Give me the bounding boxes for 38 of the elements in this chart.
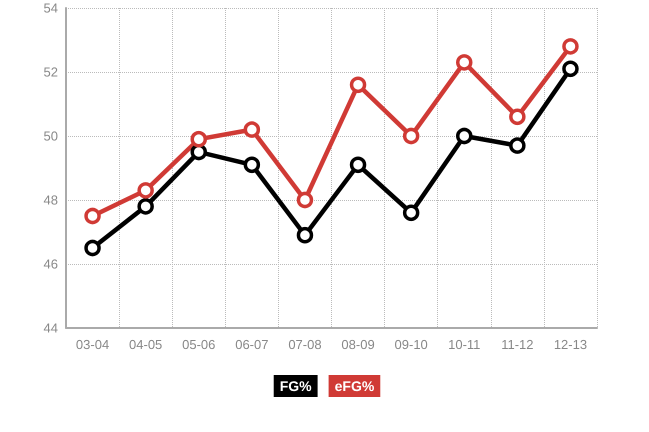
x-tick-label: 12-13	[554, 337, 588, 352]
point	[84, 240, 101, 256]
point	[244, 156, 260, 174]
point	[190, 130, 207, 148]
point	[402, 128, 420, 144]
y-tick-label: 50	[44, 128, 58, 144]
point	[402, 204, 420, 222]
y-tick-label: 48	[44, 192, 58, 208]
point	[84, 208, 101, 224]
x-tick-label: 09-10	[394, 337, 428, 352]
point	[562, 38, 579, 55]
point	[244, 121, 260, 138]
point	[562, 60, 579, 78]
point	[456, 54, 472, 71]
point	[509, 108, 526, 126]
x-tick-label: 05-06	[182, 337, 216, 352]
x-tick-label: 07-08	[288, 337, 322, 352]
y-tick-label: 46	[44, 256, 58, 272]
x-tick-label: 06-07	[235, 337, 268, 352]
text: eFG%	[334, 378, 375, 394]
point	[190, 144, 207, 160]
x-tick-label: 11-12	[501, 337, 534, 352]
point	[137, 198, 154, 215]
y-tick-label: 54	[44, 0, 58, 16]
x-tick-label: 10-11	[448, 337, 480, 352]
x-tick-label: 04-05	[129, 337, 162, 352]
y-tick-label: 44	[44, 320, 58, 336]
point	[456, 128, 472, 144]
point	[296, 226, 314, 244]
point	[137, 182, 154, 199]
point	[509, 137, 526, 154]
point	[296, 192, 314, 208]
text: FG%	[280, 378, 312, 394]
y-tick-label: 52	[44, 64, 58, 80]
point	[350, 156, 366, 174]
x-tick-label: 03-04	[76, 337, 110, 352]
point	[350, 76, 366, 94]
x-tick-label: 08-09	[341, 337, 375, 352]
